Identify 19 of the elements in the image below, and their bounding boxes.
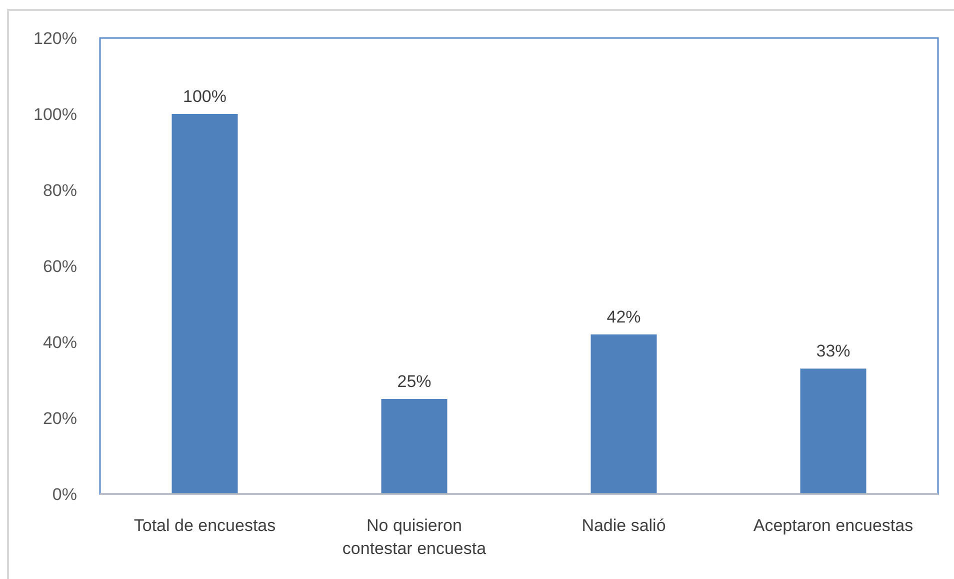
bar [590,334,657,494]
y-tick-label: 20% [42,408,77,428]
x-tick-label: Total de encuestas [134,516,276,535]
y-tick-label: 40% [42,332,77,352]
x-tick-label: Nadie salió [582,516,666,535]
data-label: 25% [397,372,432,391]
bar [172,114,238,494]
x-tick-label: Aceptaron encuestas [753,516,914,535]
y-tick-label: 60% [42,256,77,276]
bar [800,368,866,494]
data-label: 100% [183,87,226,106]
data-label: 42% [606,307,641,326]
bar [381,399,448,494]
y-tick-label: 80% [42,180,77,200]
y-tick-label: 0% [52,484,77,504]
x-tick-label: No quisieron contestar encuesta [342,516,487,558]
y-tick-label: 120% [34,28,77,48]
y-tick-label: 100% [34,104,77,124]
data-label: 33% [816,342,850,361]
